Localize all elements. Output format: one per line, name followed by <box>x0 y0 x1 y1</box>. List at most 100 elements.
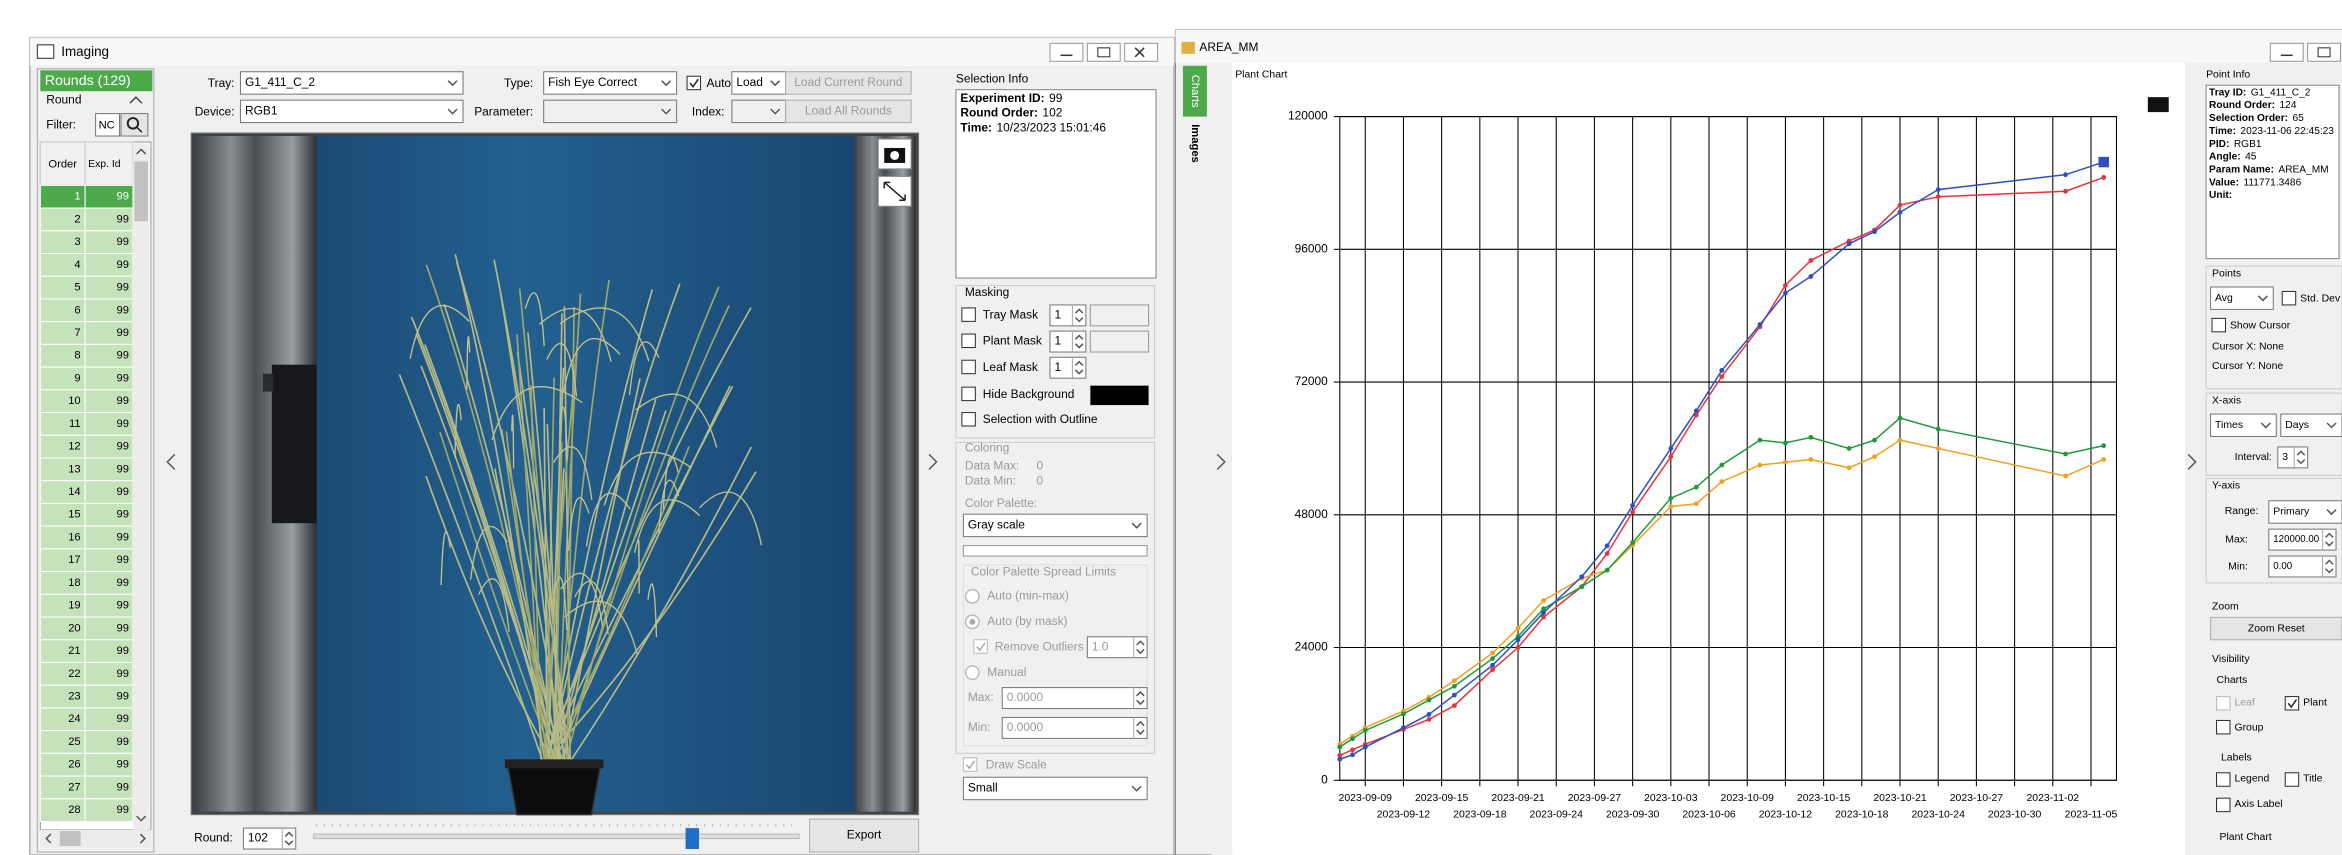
data-point[interactable] <box>2063 172 2068 177</box>
data-point[interactable] <box>1872 229 1877 234</box>
data-point[interactable] <box>2101 443 2106 448</box>
data-point[interactable] <box>1350 736 1355 741</box>
scrollbar-thumb[interactable] <box>60 831 81 846</box>
data-point[interactable] <box>1452 684 1457 689</box>
scrollbar-thumb[interactable] <box>134 161 147 221</box>
data-point[interactable] <box>1401 725 1406 730</box>
data-point[interactable] <box>1630 540 1635 545</box>
data-point[interactable] <box>1719 463 1724 468</box>
window-button[interactable] <box>2308 43 2341 61</box>
data-point[interactable] <box>1541 598 1546 603</box>
data-point[interactable] <box>1668 504 1673 509</box>
data-point[interactable] <box>1872 454 1877 459</box>
data-point[interactable] <box>1758 438 1763 443</box>
collapse-bar[interactable] <box>155 69 185 852</box>
radio-button[interactable] <box>966 666 979 679</box>
checkbox[interactable] <box>687 76 700 89</box>
data-point[interactable] <box>1808 258 1813 263</box>
checkbox[interactable] <box>962 308 975 321</box>
data-point[interactable] <box>1630 510 1635 515</box>
data-point[interactable] <box>1350 752 1355 757</box>
data-point[interactable] <box>1936 194 1941 199</box>
data-point[interactable] <box>1694 501 1699 506</box>
data-point[interactable] <box>1783 283 1788 288</box>
data-point[interactable] <box>1783 460 1788 465</box>
data-point[interactable] <box>1808 274 1813 279</box>
window-button[interactable] <box>1050 43 1083 61</box>
data-point[interactable] <box>2101 457 2106 462</box>
data-point[interactable] <box>1401 712 1406 717</box>
data-point[interactable] <box>1898 203 1903 208</box>
data-point[interactable] <box>1847 465 1852 470</box>
data-point[interactable] <box>1898 210 1903 215</box>
window-button[interactable] <box>1087 43 1120 61</box>
data-point[interactable] <box>1490 663 1495 668</box>
data-point[interactable] <box>1579 574 1584 579</box>
data-point[interactable] <box>1363 728 1368 733</box>
data-point[interactable] <box>1936 187 1941 192</box>
data-point[interactable] <box>1719 368 1724 373</box>
checkbox[interactable] <box>2285 697 2298 710</box>
data-point[interactable] <box>1337 745 1342 750</box>
data-point[interactable] <box>1605 551 1610 556</box>
data-point[interactable] <box>1783 441 1788 446</box>
checkbox[interactable] <box>2217 697 2230 710</box>
data-point[interactable] <box>1452 703 1457 708</box>
selected-point[interactable] <box>2099 157 2109 167</box>
checkbox[interactable] <box>962 334 975 347</box>
checkbox[interactable] <box>2217 773 2230 786</box>
window-button[interactable] <box>2270 43 2303 61</box>
slider-thumb[interactable] <box>686 828 699 849</box>
checkbox[interactable] <box>963 758 976 771</box>
data-point[interactable] <box>1490 667 1495 672</box>
data-point[interactable] <box>1363 745 1368 750</box>
data-point[interactable] <box>1605 543 1610 548</box>
data-point[interactable] <box>1847 446 1852 451</box>
checkbox[interactable] <box>962 413 975 426</box>
data-point[interactable] <box>1694 485 1699 490</box>
data-point[interactable] <box>1490 651 1495 656</box>
button-label[interactable]: Load Current Round <box>794 75 902 89</box>
data-point[interactable] <box>1579 584 1584 589</box>
checkbox[interactable] <box>2217 798 2230 811</box>
data-point[interactable] <box>1719 374 1724 379</box>
data-point[interactable] <box>1452 693 1457 698</box>
checkbox[interactable] <box>2217 720 2230 733</box>
data-point[interactable] <box>1668 446 1673 451</box>
data-point[interactable] <box>1516 626 1521 631</box>
data-point[interactable] <box>1808 435 1813 440</box>
data-point[interactable] <box>1490 656 1495 661</box>
data-point[interactable] <box>1516 645 1521 650</box>
data-point[interactable] <box>1427 717 1432 722</box>
background-color-box[interactable] <box>1090 386 1148 405</box>
data-point[interactable] <box>1541 610 1546 615</box>
tab-label[interactable]: Images <box>1189 124 1201 163</box>
data-point[interactable] <box>1847 241 1852 246</box>
button-label[interactable]: Zoom Reset <box>2248 623 2305 634</box>
data-point[interactable] <box>1427 712 1432 717</box>
dropdown[interactable] <box>544 100 677 122</box>
data-point[interactable] <box>2063 189 2068 194</box>
data-point[interactable] <box>2063 474 2068 479</box>
checkbox[interactable] <box>974 640 987 653</box>
checkbox[interactable] <box>962 387 975 400</box>
data-point[interactable] <box>1936 446 1941 451</box>
data-point[interactable] <box>1630 503 1635 508</box>
collapse-bar[interactable] <box>922 69 946 852</box>
color-box[interactable] <box>1090 305 1148 326</box>
data-point[interactable] <box>1516 637 1521 642</box>
data-point[interactable] <box>1452 678 1457 683</box>
slider-track[interactable] <box>314 834 799 838</box>
search-button[interactable] <box>121 114 148 136</box>
data-point[interactable] <box>1350 747 1355 752</box>
window-button[interactable] <box>1125 43 1158 61</box>
data-point[interactable] <box>2101 175 2106 180</box>
data-point[interactable] <box>1872 438 1877 443</box>
radio-button[interactable] <box>966 590 979 603</box>
checkbox[interactable] <box>2285 773 2298 786</box>
data-point[interactable] <box>1694 408 1699 413</box>
checkbox[interactable] <box>2282 291 2295 304</box>
data-point[interactable] <box>1668 496 1673 501</box>
data-point[interactable] <box>1427 698 1432 703</box>
data-point[interactable] <box>1758 322 1763 327</box>
